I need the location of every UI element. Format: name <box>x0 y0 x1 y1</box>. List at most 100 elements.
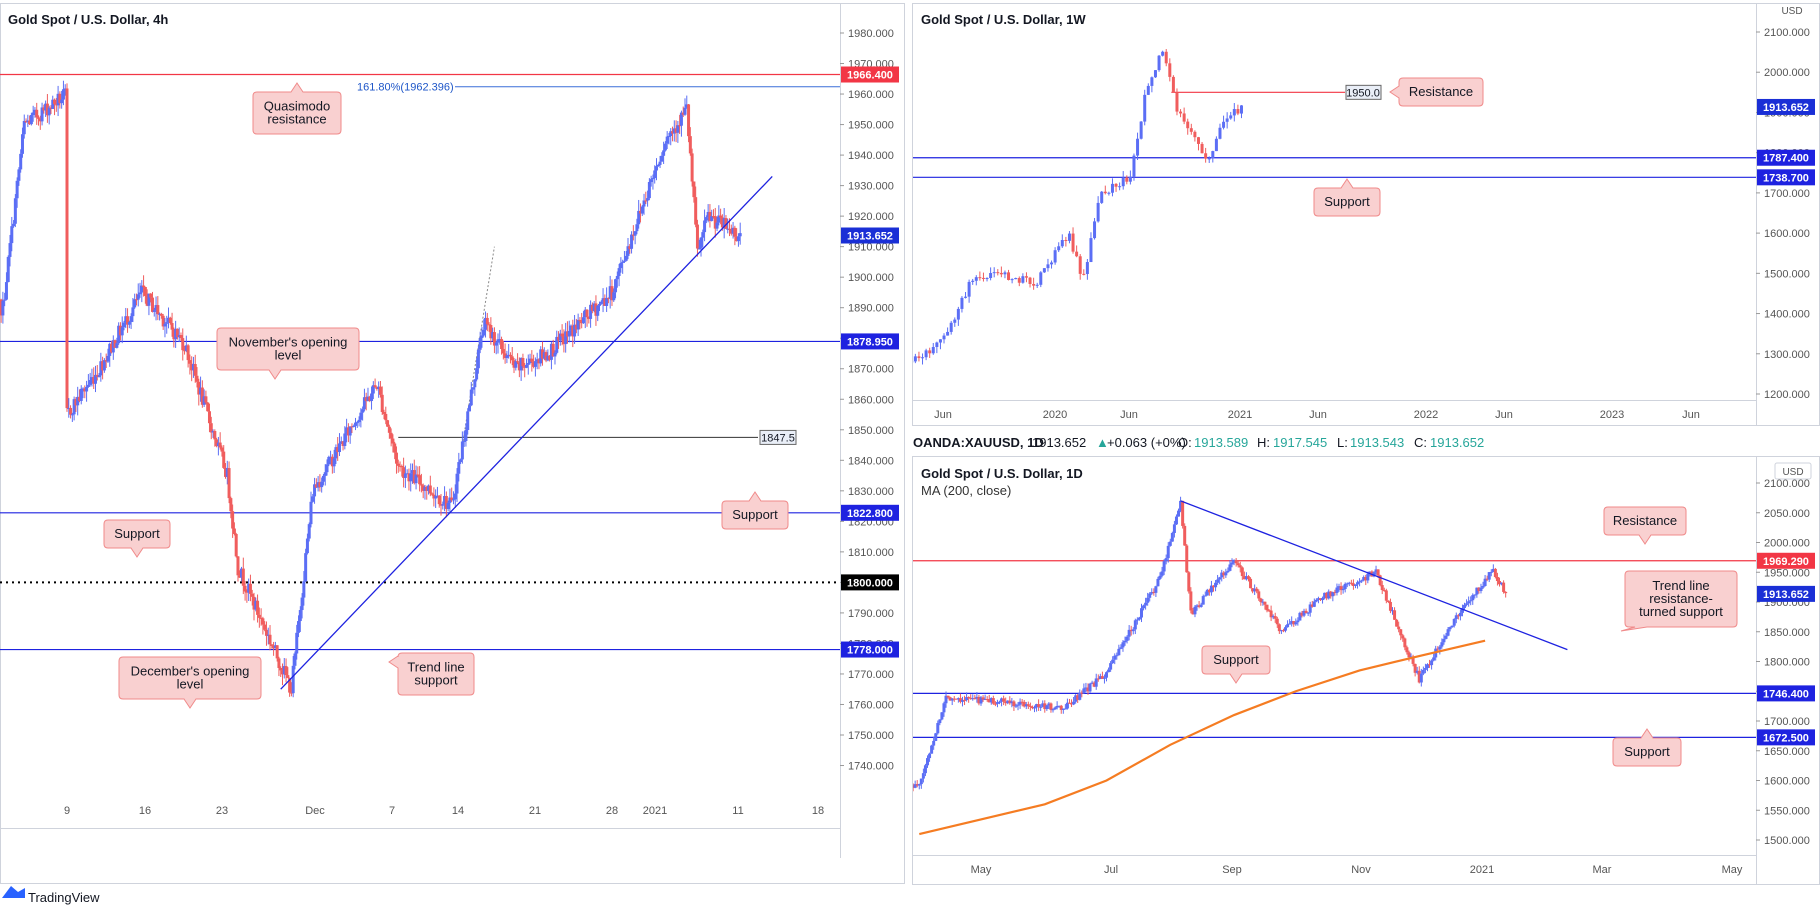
weekly-title: Gold Spot / U.S. Dollar, 1W USD <box>921 6 1803 27</box>
candle-body <box>979 697 983 704</box>
left-plot-area[interactable]: 161.80%(1962.396) <box>0 73 840 698</box>
weekly-x-tick-label: 2020 <box>1043 409 1067 421</box>
candle-body <box>1035 284 1039 286</box>
candle-body <box>1113 655 1117 660</box>
candle-body <box>1158 575 1162 579</box>
candle-body <box>1440 642 1444 647</box>
candle-body <box>1430 660 1434 666</box>
candle-body <box>1353 584 1357 586</box>
candle-body <box>1014 278 1018 280</box>
candle-body <box>617 268 621 276</box>
candle-body <box>687 104 691 137</box>
candle-body <box>603 298 607 306</box>
candle-body <box>1446 629 1450 636</box>
candle-body <box>250 593 254 597</box>
left-x-tick-label: 9 <box>64 805 70 817</box>
candle-body <box>134 299 138 301</box>
candle-body <box>1356 582 1360 585</box>
candle-body <box>635 224 639 232</box>
daily-currency-box[interactable] <box>1774 462 1812 480</box>
candle-body <box>1386 600 1390 602</box>
weekly-plot-area[interactable] <box>910 49 1756 367</box>
candle-body <box>985 278 989 280</box>
candle-body <box>915 784 919 786</box>
candle-body <box>1010 279 1014 281</box>
candle-body <box>1467 601 1471 604</box>
candle-body <box>1218 127 1222 139</box>
candle-body <box>190 363 194 371</box>
candle-body <box>1407 652 1411 658</box>
candle-body <box>435 495 439 497</box>
candle-body <box>649 179 653 183</box>
callout-text: Trend line <box>1652 578 1709 593</box>
candle-body <box>553 352 557 357</box>
candle-body <box>387 426 391 433</box>
candle-body <box>323 472 327 476</box>
candle-body <box>530 358 534 362</box>
candle-body <box>1072 701 1076 705</box>
daily-y-tick-label: 2100.000 <box>1764 478 1810 490</box>
price-tag-bg <box>1757 149 1815 166</box>
candle-body <box>1393 610 1397 620</box>
candle-body <box>1059 705 1063 710</box>
candle-body <box>1300 612 1304 616</box>
candle-body <box>489 325 493 339</box>
candle-body <box>1310 604 1314 607</box>
candle-body <box>15 180 19 199</box>
daily-plot-area[interactable] <box>910 496 1756 836</box>
callout-text: turned support <box>1639 604 1723 619</box>
candle-body <box>1224 572 1228 576</box>
candle-body <box>663 143 667 151</box>
annotation-callout: Support <box>103 519 171 558</box>
candle-body <box>1065 702 1069 709</box>
candle-body <box>956 308 960 320</box>
candle-body <box>163 323 167 327</box>
candle-body <box>1195 605 1199 607</box>
candle-body <box>193 364 197 376</box>
candle-body <box>671 131 675 134</box>
weekly-y-tick-label: 2000.000 <box>1764 67 1810 79</box>
candle-body <box>614 279 618 293</box>
candle-body <box>484 317 488 330</box>
candle-body <box>289 692 293 694</box>
candle-body <box>1133 620 1137 630</box>
candle-body <box>76 396 80 406</box>
candle-body <box>1004 701 1008 704</box>
candle-body <box>697 248 701 250</box>
candle-body <box>1500 582 1504 585</box>
candle-body <box>508 354 512 357</box>
candle-body <box>967 281 971 297</box>
candle-body <box>336 447 340 453</box>
candle-body <box>1090 682 1094 684</box>
candle-body <box>54 104 58 106</box>
candle-body <box>280 670 284 675</box>
candle-body <box>1335 587 1339 593</box>
candle-body <box>992 272 996 274</box>
candle-body <box>293 653 297 666</box>
candle-body <box>995 702 999 704</box>
candle-body <box>421 485 425 491</box>
candle-body <box>24 120 28 123</box>
candle-body <box>8 243 12 257</box>
candle-body <box>492 332 496 346</box>
candle-body <box>1020 701 1024 703</box>
candle-body <box>4 282 8 300</box>
candle-body <box>1316 598 1320 600</box>
candle-body <box>291 665 295 694</box>
candle-body <box>936 723 940 734</box>
candle-body <box>471 387 475 390</box>
candle-body <box>1039 706 1043 708</box>
tradingview-branding[interactable]: TradingView <box>2 886 100 905</box>
candle-body <box>1228 564 1232 571</box>
candle-body <box>334 447 338 459</box>
quote-symbol: OANDA:XAUUSD, 1D <box>913 435 1044 450</box>
candle-body <box>106 355 110 362</box>
candle-body <box>1107 669 1111 673</box>
candle-body <box>33 109 37 113</box>
candle-body <box>1115 655 1119 657</box>
left-y-tick-label: 1750.000 <box>848 730 894 742</box>
candle-body <box>938 339 942 343</box>
candle-body <box>346 427 350 436</box>
weekly-y-tick-label: 1300.000 <box>1764 349 1810 361</box>
